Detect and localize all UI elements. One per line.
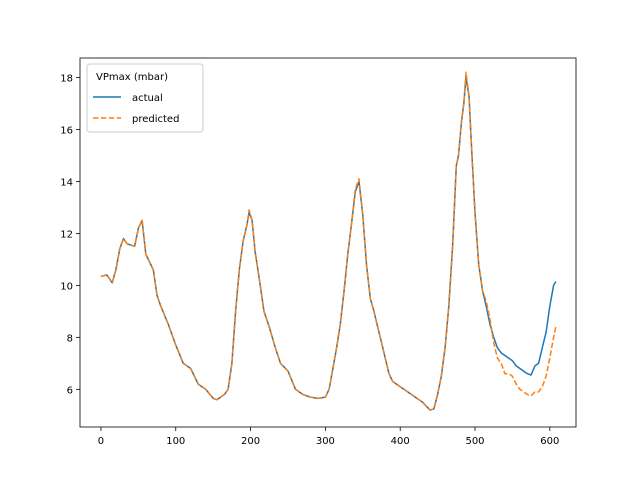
axis-ticks: 0 100 200 300 400 500 600 6 8 10 12 14 16 18 [60, 73, 559, 447]
y-tick-label: 10 [60, 281, 73, 292]
axes-frame [79, 57, 577, 428]
x-tick-label: 500 [465, 436, 484, 447]
x-tick-label: 200 [241, 436, 260, 447]
y-tick-label: 12 [60, 229, 73, 240]
y-tick-label: 18 [60, 73, 73, 84]
legend: VPmax (mbar) actual predicted [86, 63, 204, 133]
x-tick-label: 300 [316, 436, 335, 447]
y-tick-label: 8 [67, 333, 73, 344]
x-tick-label: 100 [166, 436, 185, 447]
x-tick-label: 400 [391, 436, 410, 447]
y-tick-label: 16 [60, 125, 73, 136]
legend-label-actual: actual [132, 93, 163, 104]
legend-title: VPmax (mbar) [96, 72, 168, 83]
x-tick-label: 600 [540, 436, 559, 447]
y-tick-label: 6 [67, 385, 73, 396]
legend-label-predicted: predicted [132, 114, 179, 125]
y-tick-label: 14 [60, 177, 73, 188]
series-line-predicted [100, 71, 557, 411]
legend-box [86, 63, 204, 133]
x-tick-label: 0 [98, 436, 104, 447]
plot-area [100, 71, 557, 411]
